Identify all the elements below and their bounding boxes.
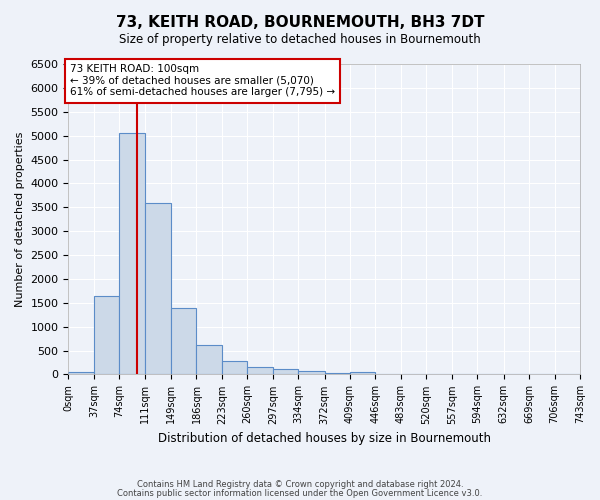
Bar bbox=[196, 345, 222, 374]
X-axis label: Distribution of detached houses by size in Bournemouth: Distribution of detached houses by size … bbox=[158, 432, 491, 445]
Bar bbox=[350, 372, 376, 374]
Text: Contains public sector information licensed under the Open Government Licence v3: Contains public sector information licen… bbox=[118, 488, 482, 498]
Bar bbox=[145, 204, 171, 374]
Bar bbox=[94, 296, 119, 374]
Text: 73 KEITH ROAD: 100sqm
← 39% of detached houses are smaller (5,070)
61% of semi-d: 73 KEITH ROAD: 100sqm ← 39% of detached … bbox=[70, 64, 335, 98]
Text: 73, KEITH ROAD, BOURNEMOUTH, BH3 7DT: 73, KEITH ROAD, BOURNEMOUTH, BH3 7DT bbox=[116, 15, 484, 30]
Bar bbox=[298, 371, 325, 374]
Bar bbox=[273, 369, 298, 374]
Text: Contains HM Land Registry data © Crown copyright and database right 2024.: Contains HM Land Registry data © Crown c… bbox=[137, 480, 463, 489]
Y-axis label: Number of detached properties: Number of detached properties bbox=[15, 132, 25, 307]
Bar bbox=[171, 308, 196, 374]
Bar bbox=[68, 372, 94, 374]
Bar bbox=[247, 368, 273, 374]
Bar bbox=[119, 133, 145, 374]
Bar bbox=[222, 360, 247, 374]
Text: Size of property relative to detached houses in Bournemouth: Size of property relative to detached ho… bbox=[119, 32, 481, 46]
Bar bbox=[325, 372, 350, 374]
